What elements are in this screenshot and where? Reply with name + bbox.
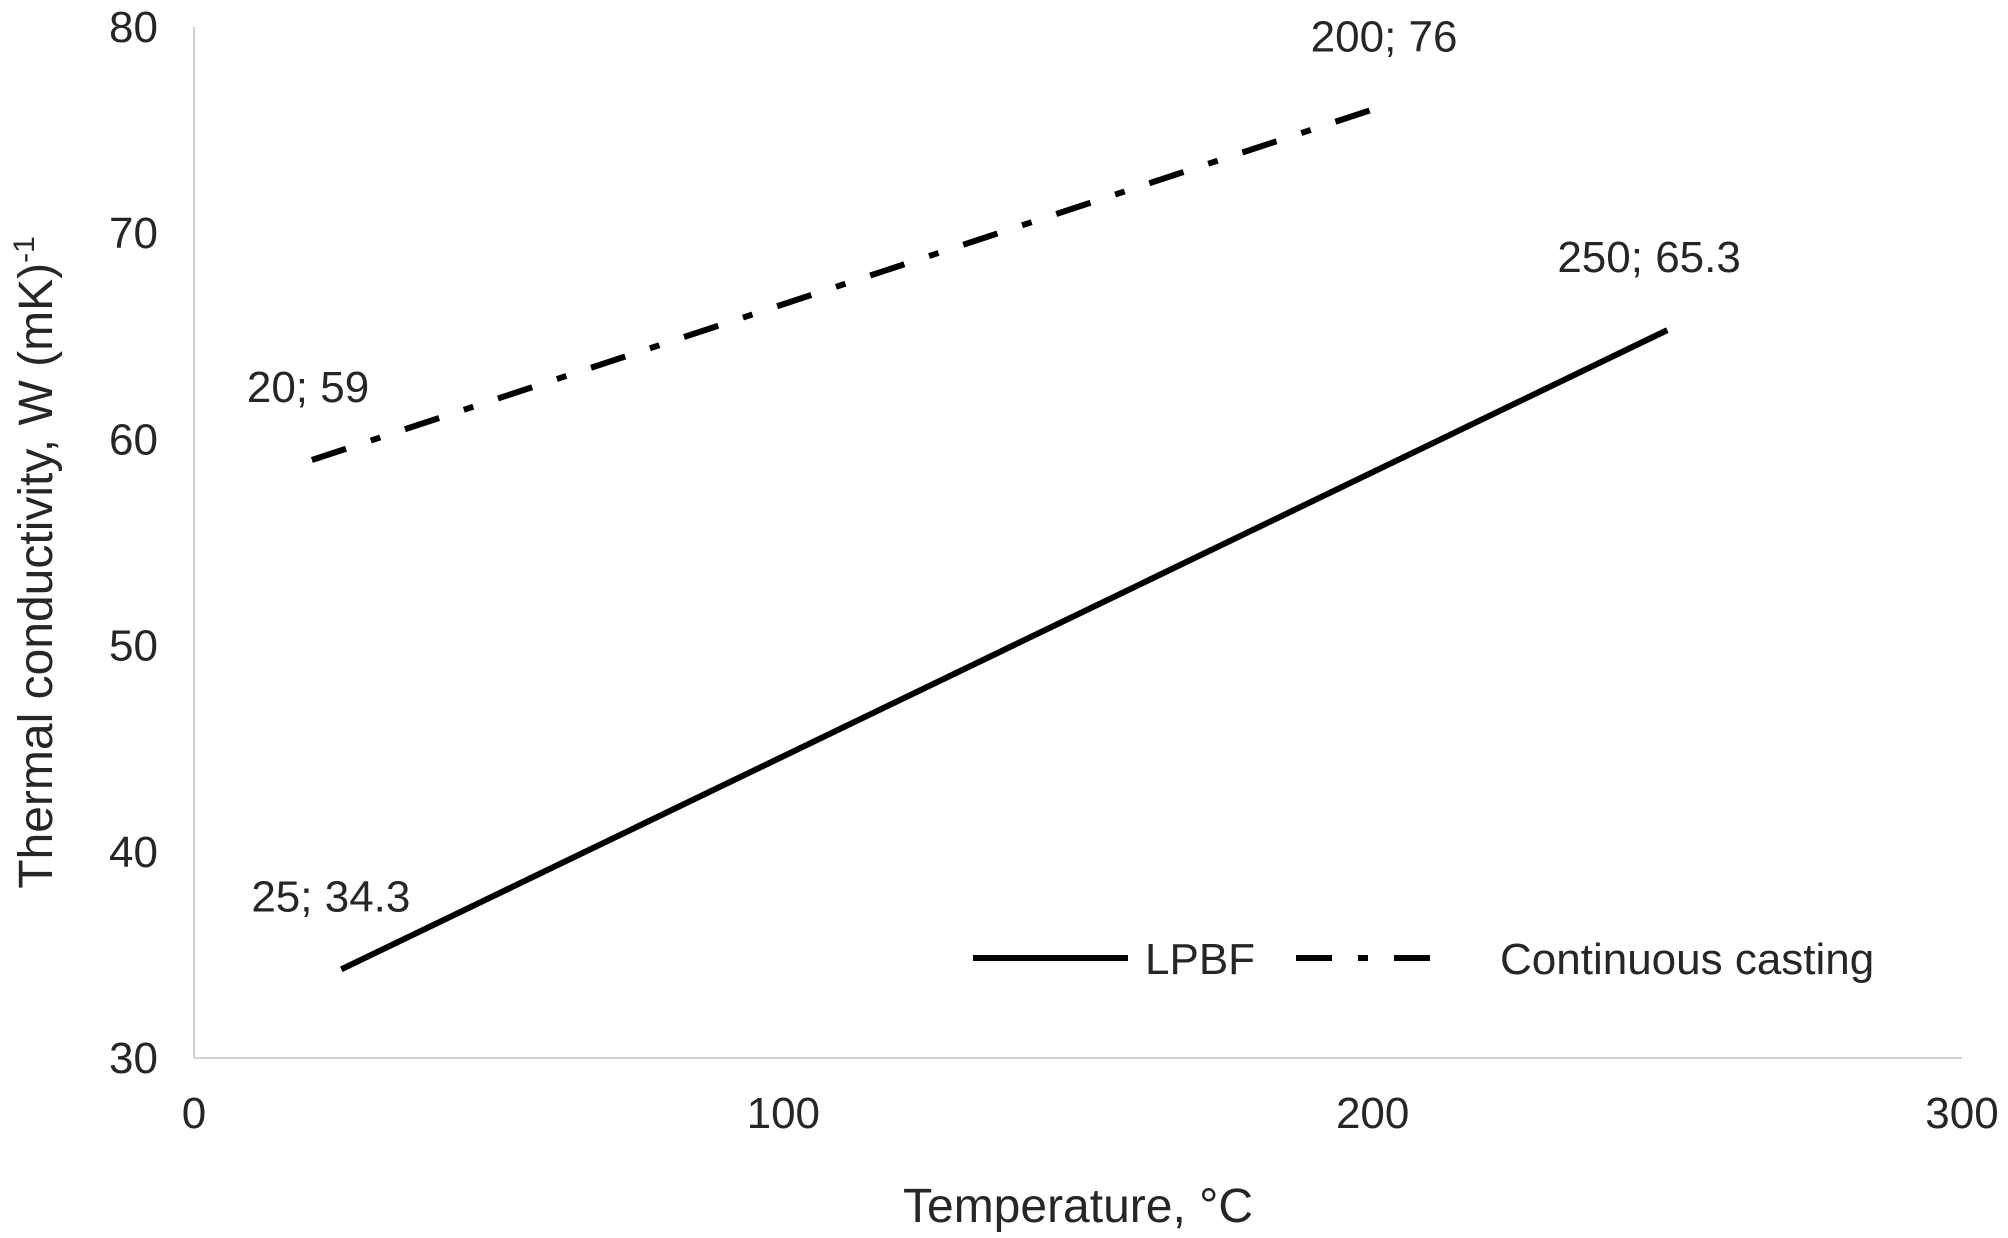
- series-line-0: [340, 327, 1669, 973]
- data-label: 20; 59: [247, 363, 369, 412]
- y-tick-label: 50: [109, 622, 158, 671]
- data-label: 250; 65.3: [1557, 233, 1741, 282]
- x-tick-label: 0: [182, 1089, 206, 1138]
- data-labels: 25; 34.3 250; 65.3 20; 59 200; 76: [247, 12, 1741, 921]
- axes: 30 40 50 60 70 80 0 100 200 300 Temperature, °C The…: [8, 3, 1999, 1233]
- legend-label: Continuous casting: [1500, 935, 1874, 984]
- legend-label: LPBF: [1145, 935, 1255, 984]
- y-tick-label: 60: [109, 415, 158, 464]
- y-axis-title: Thermal conductivity, W (mK)-1: [8, 236, 63, 889]
- legend: LPBF Continuous casting: [973, 935, 1874, 984]
- y-tick-label: 80: [109, 3, 158, 52]
- x-tick-label: 200: [1336, 1089, 1409, 1138]
- y-axis-title-text: Thermal conductivity, W (mK): [10, 263, 63, 889]
- y-axis-title-superscript: -1: [8, 236, 41, 263]
- series-lines: [310, 106, 1669, 973]
- y-tick-label: 30: [109, 1034, 158, 1083]
- x-tick-label: 100: [747, 1089, 820, 1138]
- x-tick-label: 300: [1925, 1089, 1998, 1138]
- data-label: 200; 76: [1311, 12, 1458, 61]
- series-line-1: [310, 106, 1374, 463]
- x-axis-title: Temperature, °C: [903, 1180, 1253, 1233]
- y-tick-label: 40: [109, 828, 158, 877]
- y-tick-label: 70: [109, 209, 158, 258]
- data-label: 25; 34.3: [251, 872, 410, 921]
